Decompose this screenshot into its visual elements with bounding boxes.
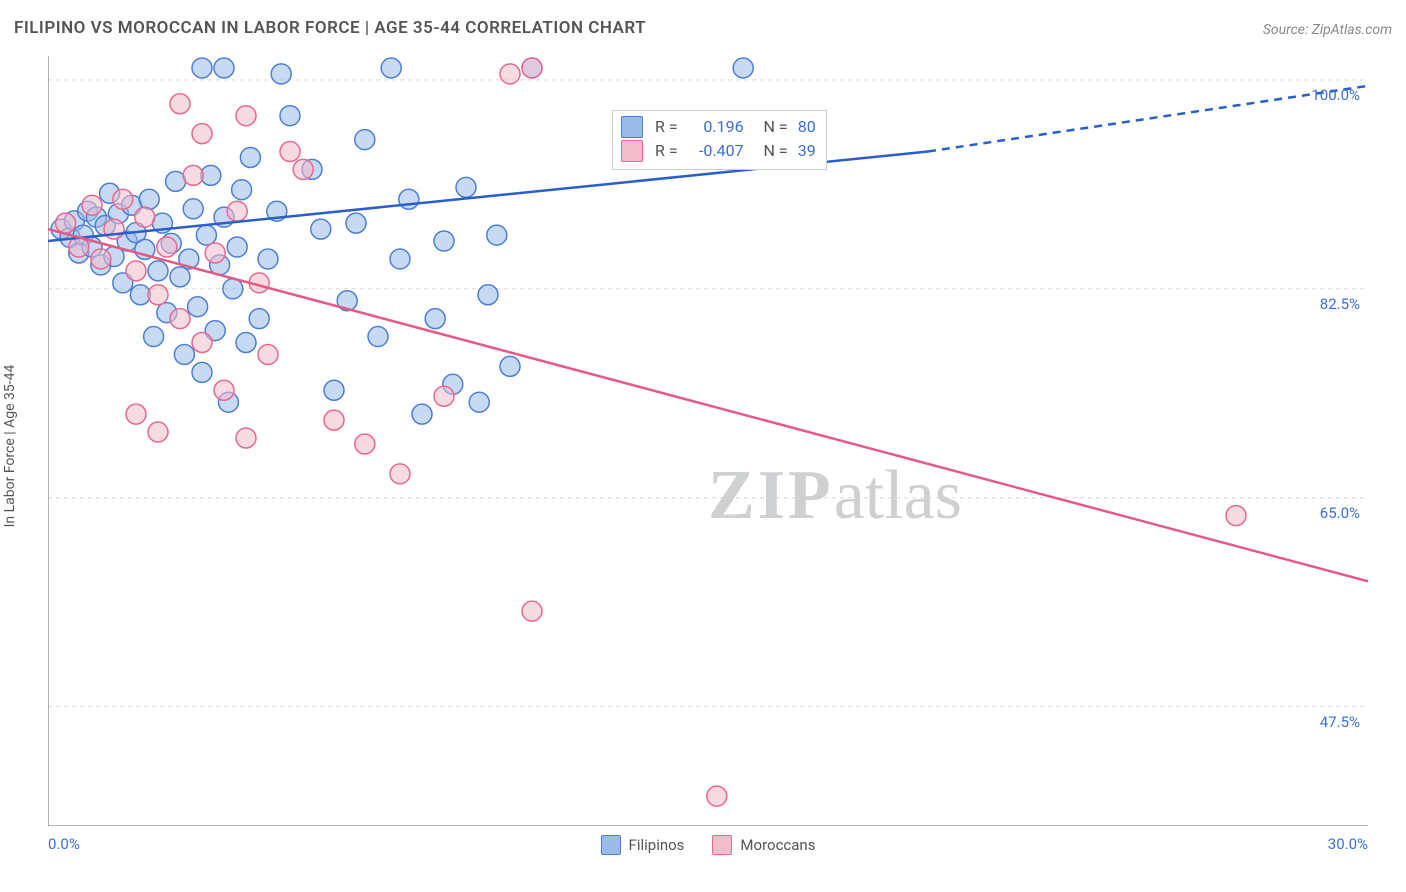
r-label: R = — [655, 115, 678, 139]
watermark: ZIPatlas — [708, 456, 962, 536]
legend-label-moroccans: Moroccans — [740, 836, 815, 854]
n-label: N = — [756, 139, 788, 163]
legend-swatch-filipinos — [621, 116, 643, 138]
r-label: R = — [655, 139, 678, 163]
n-value-filipinos: 80 — [798, 115, 816, 139]
legend-swatch-moroccans — [621, 140, 643, 162]
n-label: N = — [756, 115, 788, 139]
y-tick-label: 47.5% — [1320, 713, 1360, 731]
y-axis-label: In Labor Force | Age 35-44 — [2, 365, 18, 528]
plot-area: ZIPatlas R = 0.196 N = 80 R = -0.407 N =… — [48, 56, 1368, 826]
y-tick-label: 82.5% — [1320, 295, 1360, 313]
legend-item-moroccans: Moroccans — [712, 835, 815, 855]
r-value-filipinos: 0.196 — [688, 115, 744, 139]
legend-swatch-icon — [601, 835, 621, 855]
legend-item-filipinos: Filipinos — [601, 835, 685, 855]
series-legend: Filipinos Moroccans — [48, 835, 1368, 855]
correlation-row-moroccans: R = -0.407 N = 39 — [621, 139, 816, 163]
correlation-legend: R = 0.196 N = 80 R = -0.407 N = 39 — [612, 110, 827, 170]
r-value-moroccans: -0.407 — [688, 139, 744, 163]
chart-title: FILIPINO VS MOROCCAN IN LABOR FORCE | AG… — [14, 18, 646, 38]
scatter-chart-svg — [48, 56, 1368, 826]
chart-header: FILIPINO VS MOROCCAN IN LABOR FORCE | AG… — [14, 18, 1392, 38]
legend-swatch-icon — [712, 835, 732, 855]
legend-label-filipinos: Filipinos — [629, 836, 685, 854]
correlation-row-filipinos: R = 0.196 N = 80 — [621, 115, 816, 139]
source-citation: Source: ZipAtlas.com — [1263, 22, 1392, 38]
y-tick-label: 65.0% — [1320, 504, 1360, 522]
y-tick-label: 100.0% — [1311, 86, 1360, 104]
n-value-moroccans: 39 — [798, 139, 816, 163]
